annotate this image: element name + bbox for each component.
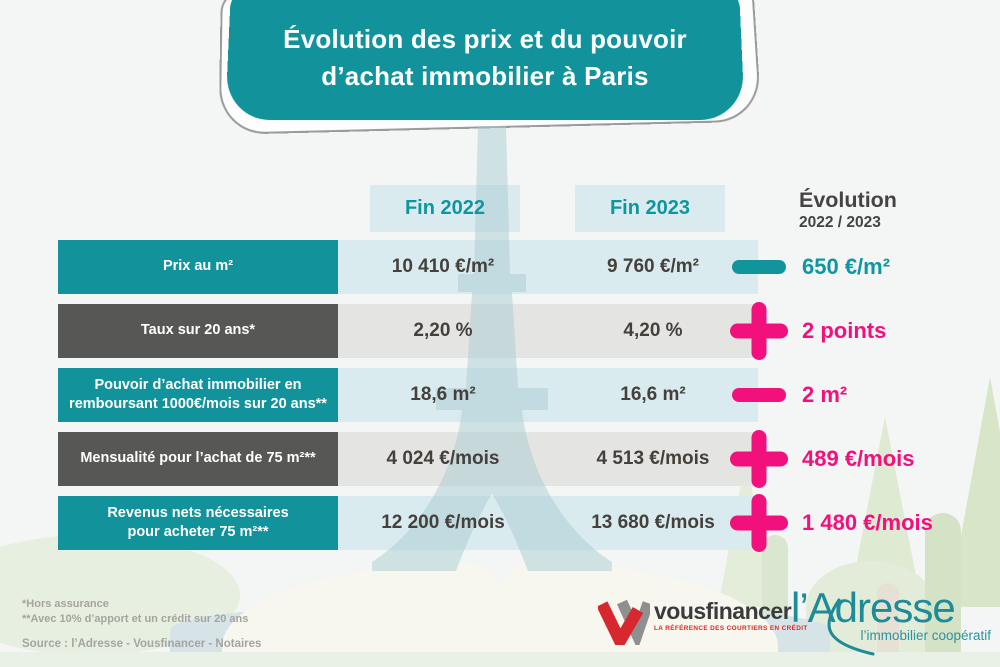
vousfinancer-v-icon <box>598 599 650 645</box>
row-values: 12 200 €/mois 13 680 €/mois <box>338 496 758 550</box>
evolution-sign-icon <box>730 430 788 488</box>
row-label: Mensualité pour l’achat de 75 m²** <box>58 432 338 486</box>
vousfinancer-name: vousfinancer <box>654 598 792 624</box>
table-row: Prix au m² 10 410 €/m² 9 760 €/m² 650 €/… <box>58 240 1000 294</box>
tree-illustration <box>877 583 899 653</box>
table-row: Pouvoir d’achat immobilier en remboursan… <box>58 368 1000 422</box>
evolution-cell: 1 480 €/mois <box>730 496 1000 550</box>
tree-illustration <box>925 513 961 653</box>
ground-strip <box>0 652 1000 667</box>
value-cell-2022: 2,20 % <box>413 320 473 341</box>
table-row: Revenus nets nécessaires pour acheter 75… <box>58 496 1000 550</box>
column-header-2023: Fin 2023 <box>575 185 725 232</box>
footnote-2: **Avec 10% d’apport et un crédit sur 20 … <box>22 613 249 625</box>
value-cell-2022: 4 024 €/mois <box>386 448 500 469</box>
adresse-logo: l’Adresse l’immobilier coopératif <box>791 584 991 656</box>
value-cell-2022: 18,6 m² <box>410 384 476 405</box>
evolution-cell: 2 points <box>730 304 1000 358</box>
evolution-sign-icon <box>730 366 788 424</box>
value-cell-2023: 4,20 % <box>623 320 683 341</box>
column-header-2022: Fin 2022 <box>370 185 520 232</box>
evolution-cell: 2 m² <box>730 368 1000 422</box>
adresse-tagline: l’immobilier coopératif <box>860 628 991 643</box>
vousfinancer-tagline: LA RÉFÉRENCE DES COURTIERS EN CRÉDIT <box>654 625 808 632</box>
page-title: Évolution des prix et du pouvoir d’achat… <box>283 24 687 91</box>
evolution-value: 650 €/m² <box>802 254 891 279</box>
row-label: Pouvoir d’achat immobilier en remboursan… <box>58 368 338 422</box>
footnotes: *Hors assurance **Avec 10% d’apport et u… <box>22 597 261 650</box>
row-label: Revenus nets nécessaires pour acheter 75… <box>58 496 338 550</box>
value-cell-2022: 10 410 €/m² <box>391 256 495 277</box>
evolution-sign-icon <box>730 238 788 296</box>
table-row: Mensualité pour l’achat de 75 m²** 4 024… <box>58 432 1000 486</box>
column-header-evolution: Évolution 2022 / 2023 <box>799 188 897 231</box>
row-values: 2,20 % 4,20 % <box>338 304 758 358</box>
evolution-value: 2 m² <box>802 382 848 407</box>
adresse-swoosh-icon <box>827 598 875 656</box>
evolution-cell: 650 €/m² <box>730 240 1000 294</box>
row-values: 10 410 €/m² 9 760 €/m² <box>338 240 758 294</box>
comparison-table: Prix au m² 10 410 €/m² 9 760 €/m² 650 €/… <box>58 240 1000 550</box>
row-label: Prix au m² <box>58 240 338 294</box>
evolution-value: 2 points <box>802 318 887 343</box>
vousfinancer-logo: vousfinancer LA RÉFÉRENCE DES COURTIERS … <box>598 599 808 645</box>
value-cell-2023: 13 680 €/mois <box>591 512 715 533</box>
evolution-sign-icon <box>730 302 788 360</box>
evolution-value: 489 €/mois <box>802 446 915 471</box>
footnote-1: *Hors assurance <box>22 598 109 610</box>
value-cell-2023: 16,6 m² <box>620 384 686 405</box>
row-values: 18,6 m² 16,6 m² <box>338 368 758 422</box>
evolution-value: 1 480 €/mois <box>802 510 933 535</box>
evolution-cell: 489 €/mois <box>730 432 1000 486</box>
table-row: Taux sur 20 ans* 2,20 % 4,20 % 2 points <box>58 304 1000 358</box>
evolution-sign-icon <box>730 494 788 552</box>
adresse-name: l’Adresse <box>791 584 956 631</box>
row-label: Taux sur 20 ans* <box>58 304 338 358</box>
value-cell-2022: 12 200 €/mois <box>381 512 505 533</box>
source-note: Source : l’Adresse - Vousfinancer - Nota… <box>22 638 262 650</box>
row-values: 4 024 €/mois 4 513 €/mois <box>338 432 758 486</box>
value-cell-2023: 9 760 €/m² <box>607 256 699 277</box>
value-cell-2023: 4 513 €/mois <box>596 448 710 469</box>
